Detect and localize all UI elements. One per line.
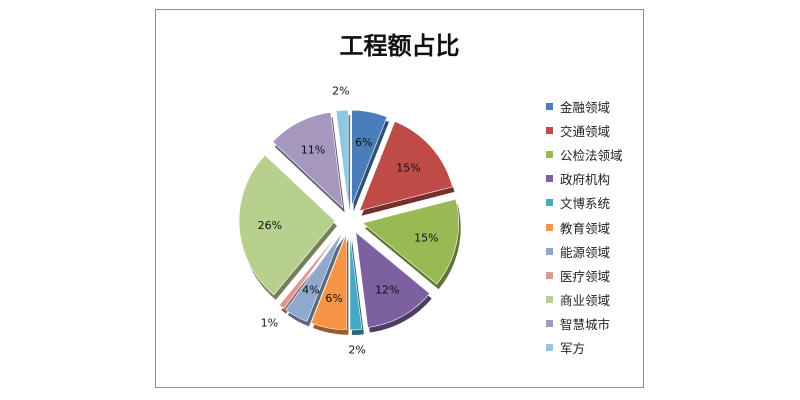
legend-label: 公检法领域 <box>560 147 623 163</box>
slice-value-label: 4% <box>302 283 319 296</box>
slice-value-label: 1% <box>261 317 278 330</box>
pie-slice-3 <box>362 198 459 285</box>
slice-value-label: 2% <box>332 84 349 97</box>
legend-label: 金融领域 <box>560 99 611 115</box>
slice-value-label: 15% <box>414 231 438 244</box>
pie-slice-9 <box>238 154 336 296</box>
legend-item: 政府机构 <box>546 167 623 191</box>
pie-slice-6 <box>310 233 347 331</box>
legend-label: 交通领域 <box>560 123 611 139</box>
pie-chart: 6% 15% 15% 12% 2% 6% 4% 1% 26% 11% 2% <box>238 84 461 357</box>
pie-slice-10 <box>272 111 344 209</box>
legend-swatch <box>546 223 553 231</box>
legend-item: 文博系统 <box>546 191 623 215</box>
slice-value-label: 26% <box>258 219 282 232</box>
chart-title: 工程额占比 <box>339 31 460 60</box>
legend-swatch <box>546 344 553 352</box>
legend-swatch <box>546 175 553 183</box>
pie-slice-8 <box>278 230 341 310</box>
legend-label: 能源领域 <box>560 244 611 260</box>
slice-value-label: 15% <box>396 162 420 175</box>
legend-label: 军方 <box>560 341 586 357</box>
pie-slice-7 <box>285 232 343 322</box>
pie-slice-11 <box>335 109 349 207</box>
pie-slice-2 <box>359 121 453 212</box>
chart-frame: 工程额占比 6% 15% 15% 12% 2% 6% 4% 1% 26% 11% 2% 金融领域交通… <box>155 9 644 388</box>
legend-swatch <box>546 150 553 158</box>
slice-value-label: 6% <box>355 136 372 149</box>
pie-slice-4 <box>355 231 431 328</box>
legend-label: 医疗领域 <box>560 268 611 284</box>
legend-item: 智慧城市 <box>546 312 623 336</box>
legend-item: 商业领域 <box>546 288 623 312</box>
legend-label: 智慧城市 <box>560 317 611 333</box>
legend-item: 能源领域 <box>546 239 623 263</box>
slice-value-label: 11% <box>301 143 325 156</box>
legend-item: 医疗领域 <box>546 263 623 287</box>
legend-swatch <box>546 320 553 328</box>
legend-swatch <box>546 296 553 304</box>
legend-item: 交通领域 <box>546 118 623 142</box>
legend-label: 政府机构 <box>560 172 611 188</box>
legend-swatch <box>546 199 553 207</box>
legend-label: 文博系统 <box>560 196 611 212</box>
legend-swatch <box>546 126 553 134</box>
legend-item: 公检法领域 <box>546 142 623 166</box>
legend-item: 金融领域 <box>546 94 623 118</box>
legend-label: 教育领域 <box>560 220 611 236</box>
legend-swatch <box>546 271 553 279</box>
slice-value-label: 12% <box>375 283 399 296</box>
legend-swatch <box>546 102 553 110</box>
pie-slice-5 <box>349 233 363 331</box>
slice-value-label: 2% <box>348 344 365 357</box>
slice-value-label: 6% <box>325 292 342 305</box>
legend-label: 商业领域 <box>560 293 611 309</box>
legend-swatch <box>546 247 553 255</box>
legend-item: 军方 <box>546 336 623 360</box>
legend: 金融领域交通领域公检法领域政府机构文博系统教育领域能源领域医疗领域商业领域智慧城… <box>546 94 623 360</box>
pie-slice-1 <box>351 109 388 207</box>
legend-item: 教育领域 <box>546 215 623 239</box>
